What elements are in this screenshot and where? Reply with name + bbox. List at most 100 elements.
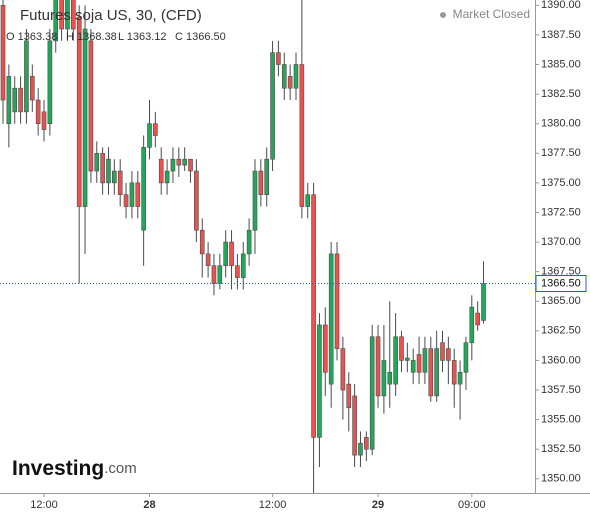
- candle-body: [153, 123, 158, 136]
- candle-body: [287, 76, 293, 89]
- candle-body: [164, 170, 170, 184]
- y-tick-label: 1360.00: [541, 354, 581, 366]
- candle-body: [217, 265, 223, 284]
- y-tick-label: 1372.50: [541, 206, 581, 218]
- candle-body: [24, 40, 29, 113]
- ohlc-low: L 1363.12: [118, 31, 167, 43]
- candle-body: [35, 99, 41, 124]
- candle-body: [194, 170, 199, 231]
- candle-body: [147, 123, 152, 148]
- candle-body: [475, 312, 480, 326]
- candle-body: [293, 64, 299, 89]
- candle-body: [129, 182, 135, 207]
- y-tick-label: 1377.50: [541, 147, 581, 159]
- candle-body: [457, 371, 463, 385]
- candle-body: [434, 348, 439, 397]
- candle-body: [229, 241, 234, 267]
- candle-body: [106, 158, 111, 184]
- candle-body: [41, 111, 47, 130]
- candle-body: [281, 64, 287, 89]
- y-tick-label: 1380.00: [541, 118, 581, 130]
- candle-body: [358, 442, 363, 456]
- x-tick-label: 12:00: [30, 499, 58, 511]
- candle-body: [0, 5, 6, 101]
- ohlc-readout: O 1363.38 H 1368.38 L 1363.12 C 1366.50: [6, 31, 226, 43]
- candle-body: [76, 16, 82, 207]
- candle-body: [94, 152, 100, 172]
- candle-body: [235, 265, 240, 278]
- y-tick-label: 1367.50: [541, 266, 581, 278]
- candle-body: [29, 76, 35, 101]
- candle-body: [311, 194, 316, 438]
- candle-body: [117, 170, 123, 196]
- candle-body: [481, 283, 486, 321]
- candle-body: [305, 194, 311, 207]
- candle-body: [240, 253, 246, 278]
- y-tick-label: 1375.00: [541, 177, 581, 189]
- candle-body: [199, 229, 205, 255]
- candle-body: [410, 360, 416, 373]
- candle-body: [6, 76, 12, 124]
- candle-body: [276, 52, 281, 65]
- last-price-box: [535, 274, 587, 292]
- ohlc-open: O 1363.38: [6, 31, 57, 43]
- candle-body: [182, 158, 187, 166]
- candle-body: [322, 324, 328, 373]
- plot-area: [0, 0, 535, 493]
- last-price-label: 1366.50: [541, 277, 581, 289]
- candle-body: [123, 194, 129, 207]
- candle-body: [170, 158, 176, 172]
- candle-body: [405, 357, 410, 361]
- candle-body: [387, 371, 393, 385]
- x-tick-label: 12:00: [259, 499, 287, 511]
- candle-body: [428, 348, 434, 397]
- chart-title: Futures soja US, 30, (CFD): [20, 7, 202, 24]
- candle-body: [252, 170, 258, 231]
- candle-body: [59, 0, 64, 30]
- y-tick-label: 1385.00: [541, 58, 581, 70]
- status-dot: [440, 12, 446, 18]
- y-tick-label: 1382.50: [541, 88, 581, 100]
- candle-body: [205, 253, 211, 267]
- candle-body: [71, 0, 76, 30]
- candle-body: [158, 158, 164, 184]
- y-tick-label: 1352.50: [541, 443, 581, 455]
- y-tick-label: 1357.50: [541, 384, 581, 396]
- x-tick-label: 09:00: [458, 499, 486, 511]
- candle-body: [346, 383, 352, 409]
- candle-body: [334, 253, 340, 349]
- candle-body: [112, 170, 117, 184]
- candle-body: [65, 0, 70, 30]
- candle-body: [82, 28, 88, 207]
- market-status: Market Closed: [453, 7, 530, 21]
- candle-body: [451, 360, 457, 385]
- candle-body: [18, 87, 23, 113]
- y-tick-label: 1365.00: [541, 295, 581, 307]
- candle-body: [369, 336, 375, 450]
- candle-body: [135, 182, 141, 207]
- candle-body: [246, 229, 252, 255]
- logo-suffix: .com: [104, 460, 137, 477]
- candle-body: [446, 348, 451, 361]
- candle-body: [416, 354, 422, 373]
- candle-body: [364, 437, 369, 450]
- candle-body: [440, 342, 445, 361]
- candle-body: [53, 0, 59, 42]
- candle-body: [422, 348, 428, 373]
- ohlc-close: C 1366.50: [175, 31, 226, 43]
- candle-body: [375, 336, 381, 397]
- y-tick-label: 1350.00: [541, 473, 581, 485]
- y-tick-label: 1390.00: [541, 0, 581, 11]
- candle-body: [381, 360, 387, 397]
- logo-main: Investing: [12, 457, 104, 480]
- candle-body: [188, 158, 193, 172]
- candle-body: [463, 342, 469, 373]
- candle-body: [328, 253, 334, 385]
- y-tick-label: 1362.50: [541, 325, 581, 337]
- candle-body: [264, 158, 270, 196]
- ohlc-high: H 1368.38: [66, 31, 117, 43]
- y-tick-label: 1355.00: [541, 414, 581, 426]
- candle-body: [176, 158, 182, 166]
- logo: Investing.com: [12, 457, 137, 480]
